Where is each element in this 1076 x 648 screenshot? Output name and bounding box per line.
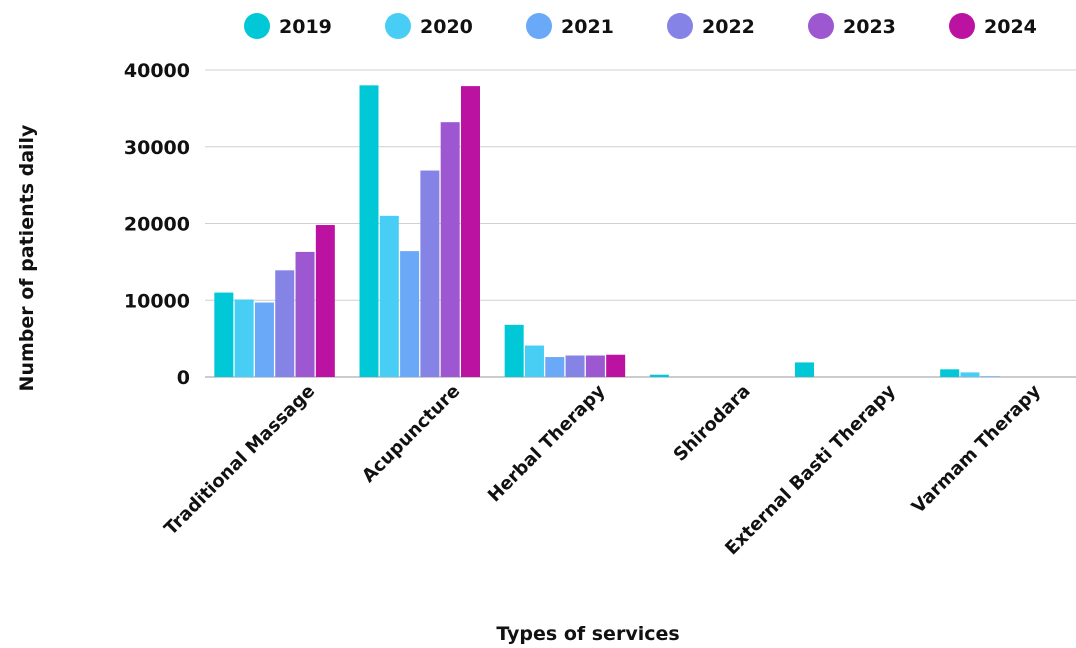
x-category-label: Herbal Therapy: [484, 380, 610, 506]
bar: [940, 369, 960, 377]
legend-item: 2019: [244, 13, 332, 39]
x-category-labels: Traditional Massage Acupuncture Herbal The…: [160, 380, 1045, 559]
grid-layer: [205, 69, 1076, 378]
y-tick-label: 10000: [124, 290, 190, 312]
y-tick-label: 30000: [124, 137, 190, 159]
x-category-label: Varmam Therapy: [908, 381, 1045, 518]
y-tick-labels: 0 10000 20000 30000 40000: [124, 60, 190, 389]
legend-swatch: [667, 13, 693, 39]
y-axis-title: Number of patients daily: [16, 124, 38, 392]
bars-layer: [214, 85, 1000, 378]
bar: [254, 302, 274, 377]
bar: [649, 374, 669, 377]
bar: [359, 85, 379, 377]
bar: [461, 86, 480, 378]
legend-label: 2023: [843, 16, 896, 38]
legend-swatch: [526, 13, 552, 39]
bar: [565, 355, 585, 377]
bar: [960, 372, 980, 377]
bar: [420, 170, 440, 377]
legend-label: 2024: [984, 16, 1037, 38]
legend-item: 2022: [667, 13, 755, 39]
bar: [585, 355, 605, 377]
x-category-label: Acupuncture: [358, 381, 464, 487]
legend-item: 2023: [808, 13, 896, 39]
legend-label: 2022: [702, 16, 755, 38]
bar: [275, 270, 295, 377]
bar: [545, 357, 565, 377]
legend-label: 2019: [279, 16, 332, 38]
bar: [400, 251, 420, 377]
y-tick-label: 0: [177, 367, 190, 389]
bar: [440, 122, 460, 377]
bar: [980, 376, 1000, 377]
legend-item: 2021: [526, 13, 614, 39]
bar: [315, 225, 335, 377]
legend-item: 2020: [385, 13, 473, 39]
x-category-label: Traditional Massage: [160, 381, 319, 540]
bar: [504, 324, 524, 377]
bar: [795, 362, 814, 377]
bar: [524, 345, 544, 377]
x-axis-title: Types of services: [496, 623, 679, 645]
x-category-label: External Basti Therapy: [721, 381, 900, 560]
legend-swatch: [385, 13, 411, 39]
legend: 2019 2020 2021 2022 2023 2024: [244, 13, 1037, 39]
bar: [214, 292, 234, 377]
legend-swatch: [949, 13, 975, 39]
y-tick-label: 40000: [124, 60, 190, 82]
bar: [234, 299, 254, 377]
legend-item: 2024: [949, 13, 1037, 39]
legend-swatch: [244, 13, 270, 39]
bar: [295, 251, 315, 377]
y-tick-label: 20000: [124, 214, 190, 236]
legend-swatch: [808, 13, 834, 39]
bar: [379, 215, 399, 377]
legend-label: 2021: [561, 16, 614, 38]
bar: [606, 354, 626, 377]
legend-label: 2020: [420, 16, 473, 38]
x-category-label: Shirodara: [670, 381, 755, 466]
